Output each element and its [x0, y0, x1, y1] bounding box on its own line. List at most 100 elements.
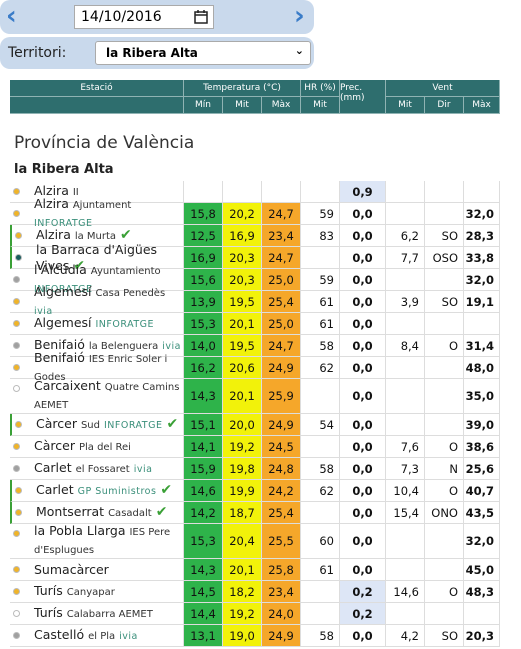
station-dot — [15, 487, 22, 494]
value-cell — [425, 379, 464, 414]
value-cell: 61 — [301, 313, 340, 335]
station-dot — [13, 320, 20, 327]
station-main: la Pobla Llarga — [34, 523, 126, 538]
station-main: Algemesí — [34, 283, 92, 299]
value-cell: 19,5 — [223, 291, 262, 313]
station-label: Alzira Ajuntament INFORATGE — [34, 196, 183, 232]
station-dot — [13, 298, 20, 305]
station-main: Alzira — [34, 182, 69, 198]
value-cell: 15,3 — [184, 524, 223, 559]
value-cell: 0,9 — [340, 181, 386, 203]
value-cell — [301, 581, 340, 603]
value-cell — [425, 181, 464, 203]
value-cell — [386, 559, 425, 581]
value-cell: O — [425, 436, 464, 458]
value-cell: 32,0 — [464, 203, 500, 225]
value-cell: 58 — [301, 335, 340, 357]
value-cell: 0,0 — [340, 313, 386, 335]
value-cell: 20,0 — [223, 414, 262, 436]
value-cell: 7,6 — [386, 436, 425, 458]
value-cell: 13,9 — [184, 291, 223, 313]
station-name: Alzira la Murta ✔ — [10, 225, 184, 247]
value-cell: 0,0 — [340, 625, 386, 647]
value-cell: 0,0 — [340, 414, 386, 436]
filter-label: Territori: — [8, 45, 67, 61]
value-cell: 0,0 — [340, 436, 386, 458]
station-brand: INFORATGE — [34, 217, 93, 229]
column-header: Mit — [223, 97, 262, 114]
value-cell: 7,3 — [386, 458, 425, 480]
value-cell: 14,0 — [184, 335, 223, 357]
value-cell: 0,0 — [340, 269, 386, 291]
value-cell: 24,7 — [262, 335, 301, 357]
station-main: Benifaió — [34, 349, 85, 365]
value-cell — [301, 436, 340, 458]
value-cell — [223, 181, 262, 203]
station-dot — [13, 465, 20, 472]
value-cell: OSO — [425, 247, 464, 269]
station-name: Carcaixent Quatre Camins AEMET — [10, 378, 184, 414]
station-brand: INFORATGE — [34, 283, 93, 295]
value-cell: 0,0 — [340, 559, 386, 581]
value-cell: 16,9 — [184, 247, 223, 269]
verified-icon: ✔ — [160, 481, 173, 498]
station-dot — [13, 632, 20, 639]
value-cell: 35,0 — [464, 379, 500, 414]
value-cell: 32,0 — [464, 524, 500, 559]
value-cell: 20,1 — [223, 379, 262, 414]
value-cell: 14,6 — [184, 480, 223, 502]
station-dot — [13, 276, 20, 283]
station-brand: INFORATGE — [95, 318, 154, 330]
station-label: Algemesí Casa Penedès ivia — [34, 284, 183, 320]
station-dot — [13, 443, 20, 450]
value-cell — [301, 379, 340, 414]
station-label: Carcaixent Quatre Camins AEMET — [34, 378, 183, 414]
territory-select[interactable]: la Ribera Alta ⌄ — [95, 41, 311, 65]
station-label: Carlet el Fossaret ivia — [34, 460, 152, 478]
calendar-icon[interactable] — [194, 9, 208, 24]
value-cell: O — [425, 581, 464, 603]
station-main: Carlet — [34, 459, 72, 475]
next-day[interactable]: › — [294, 1, 305, 31]
precipitation-header: Prec. (mm) — [340, 80, 386, 114]
value-cell: 19,1 — [464, 291, 500, 313]
station-sub: la Belenguera — [88, 340, 159, 352]
value-cell: 0,0 — [340, 480, 386, 502]
value-cell: 20,1 — [223, 313, 262, 335]
value-cell: 25,9 — [262, 379, 301, 414]
station-name: la Barraca d'Aigües Vives ✔ — [10, 242, 184, 274]
column-header: Mit — [301, 97, 340, 114]
value-cell: 0,0 — [340, 247, 386, 269]
station-name: Castelló el Pla ivia — [10, 625, 184, 647]
station-sub: II — [72, 186, 79, 198]
station-sub: Calabarra AEMET — [66, 608, 153, 620]
station-dot — [15, 509, 22, 516]
station-name: Turís Calabarra AEMET — [10, 603, 184, 625]
value-cell — [425, 559, 464, 581]
verified-icon: ✔ — [73, 257, 86, 274]
value-cell: 16,2 — [184, 357, 223, 379]
value-cell: 0,0 — [340, 225, 386, 247]
station-main: Algemesí — [34, 314, 92, 330]
value-cell: 61 — [301, 559, 340, 581]
value-cell: 24,0 — [262, 603, 301, 625]
station-brand: ivia — [119, 630, 138, 642]
value-cell: 20,3 — [223, 269, 262, 291]
value-cell: O — [425, 480, 464, 502]
date-input[interactable]: 14/10/2016 — [74, 5, 214, 29]
value-cell: 58 — [301, 458, 340, 480]
value-cell: 0,0 — [340, 203, 386, 225]
station-name: Alzira Ajuntament INFORATGE — [10, 196, 184, 229]
value-cell: 20,2 — [223, 203, 262, 225]
value-cell: 4,2 — [386, 625, 425, 647]
column-header: Mín — [184, 97, 223, 114]
value-cell: 20,1 — [223, 559, 262, 581]
value-cell: 19,0 — [223, 625, 262, 647]
station-header: Estació — [10, 80, 184, 97]
value-cell — [386, 414, 425, 436]
value-cell: 14,2 — [184, 502, 223, 524]
value-cell: 19,2 — [223, 436, 262, 458]
prev-day[interactable]: ‹ — [6, 1, 17, 31]
value-cell — [464, 313, 500, 335]
value-cell — [301, 502, 340, 524]
